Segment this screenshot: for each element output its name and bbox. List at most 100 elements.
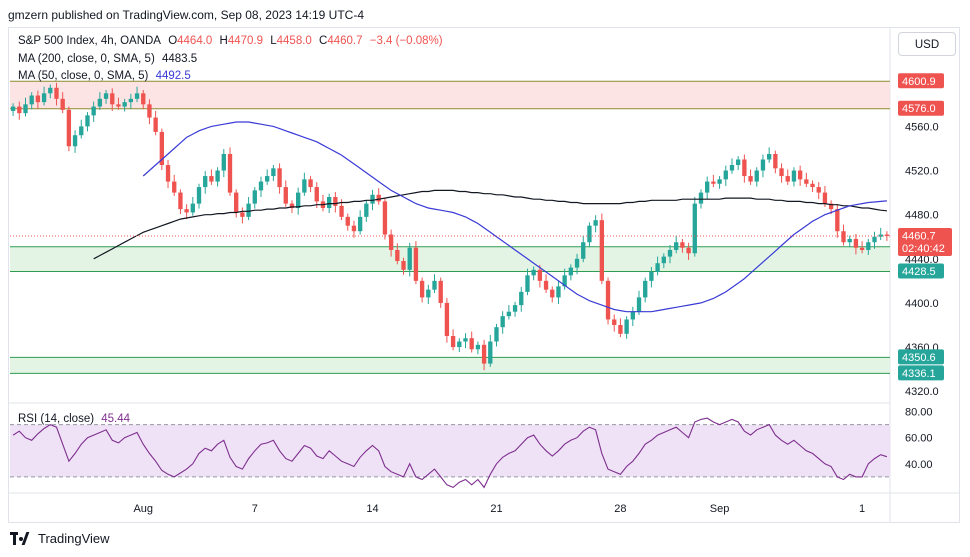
candle-body: [859, 247, 865, 250]
price-tick-label: 4400.0: [905, 298, 939, 310]
candle-body: [271, 168, 276, 177]
candle-body: [91, 106, 96, 116]
candle-body: [370, 194, 375, 204]
candle-body: [723, 170, 728, 180]
ma50-line: [142, 121, 887, 313]
candle-body: [110, 93, 115, 105]
ma200-value: 4483.5: [161, 53, 198, 65]
candle-body: [643, 280, 648, 298]
candle-body: [556, 286, 561, 298]
candle-body: [779, 168, 784, 177]
candle-body: [178, 192, 183, 210]
candle-body: [79, 126, 84, 136]
candle-body: [847, 238, 852, 243]
level-label: 4428.5: [902, 266, 936, 278]
level-label-box: [898, 100, 944, 116]
candle-body: [816, 187, 821, 193]
price-tick-label: 4480.0: [905, 210, 939, 222]
candle-body: [674, 242, 679, 250]
ma50-value: 4492.5: [155, 70, 191, 82]
candle-body: [612, 319, 617, 325]
candle-body: [742, 159, 747, 177]
level-label: 4336.1: [902, 368, 936, 380]
time-tick-label: Sep: [710, 503, 730, 515]
ma200-line: [93, 189, 887, 260]
candle-body: [797, 170, 803, 180]
candle-body: [289, 203, 295, 209]
candle-body: [574, 258, 580, 268]
candle-body: [717, 179, 722, 184]
candle-body: [450, 336, 456, 348]
level-label: 4600.9: [902, 76, 936, 88]
candle-body: [376, 194, 381, 202]
candle-body: [147, 104, 152, 118]
open-label: O: [168, 35, 178, 47]
candle-body: [667, 249, 673, 257]
open-value: 4464.0: [177, 35, 213, 47]
chart-frame: [8, 27, 960, 523]
candle-body: [438, 280, 443, 303]
last-price-label: 4460.7: [902, 230, 936, 242]
candle-body: [48, 87, 53, 94]
candle-body: [791, 170, 797, 182]
candle-body: [550, 289, 555, 298]
high-label: H: [219, 35, 228, 47]
candle-body: [630, 311, 635, 320]
candle-body: [184, 209, 189, 213]
candle-body: [766, 153, 772, 160]
candle-body: [711, 181, 716, 184]
candle-body: [128, 98, 134, 103]
candle-body: [283, 187, 288, 204]
rsi-tick-label: 60.00: [905, 433, 933, 445]
time-tick-label: 1: [859, 503, 865, 515]
time-tick-label: Aug: [133, 503, 153, 515]
candle-body: [153, 117, 158, 132]
candle-body: [636, 297, 642, 312]
candle-body: [72, 135, 78, 147]
candle-body: [754, 170, 759, 182]
candle-body: [475, 344, 481, 350]
candle-body: [562, 275, 567, 287]
candle-body: [66, 109, 72, 147]
candle-body: [401, 260, 406, 270]
candle-body: [884, 234, 890, 236]
candle-body: [277, 168, 282, 188]
rsi-line: [12, 417, 888, 489]
candle-body: [159, 131, 164, 166]
level-label: 4350.6: [902, 352, 936, 364]
candle-body: [246, 203, 251, 217]
candle-body: [599, 220, 604, 281]
rsi-legend: RSI (14, close) 45.44: [18, 413, 134, 425]
candle-body: [240, 212, 245, 217]
candle-body: [692, 203, 697, 254]
candle-body: [568, 267, 574, 276]
candle-body: [345, 216, 350, 226]
candle-body: [525, 275, 530, 292]
candle-body: [624, 319, 629, 334]
candle-body: [649, 272, 654, 281]
candle-body: [296, 192, 301, 209]
candle-body: [413, 247, 419, 281]
symbol-title: S&P 500 Index, 4h, OANDA: [18, 35, 161, 47]
ma50-label: MA (50, close, 0, SMA, 5): [18, 70, 149, 82]
candle-body: [357, 216, 363, 232]
candle-body: [605, 280, 611, 320]
footer-brand: TradingView: [38, 531, 110, 546]
candle-body: [828, 203, 834, 210]
rsi-band: [10, 424, 890, 477]
candle-body: [395, 249, 400, 261]
candle-body: [698, 192, 704, 204]
change-value: −3.4 (−0.08%): [369, 35, 443, 47]
candle-body: [388, 234, 394, 250]
candle-body: [457, 341, 462, 348]
candle-body: [463, 338, 468, 342]
price-tick-label: 4440.0: [905, 254, 939, 266]
candle-body: [326, 197, 332, 209]
candle-body: [661, 256, 666, 264]
candle-body: [308, 179, 313, 188]
candle-body: [23, 104, 28, 114]
currency-button[interactable]: USD: [898, 32, 956, 56]
candle-body: [116, 104, 121, 107]
candle-body: [29, 95, 34, 105]
